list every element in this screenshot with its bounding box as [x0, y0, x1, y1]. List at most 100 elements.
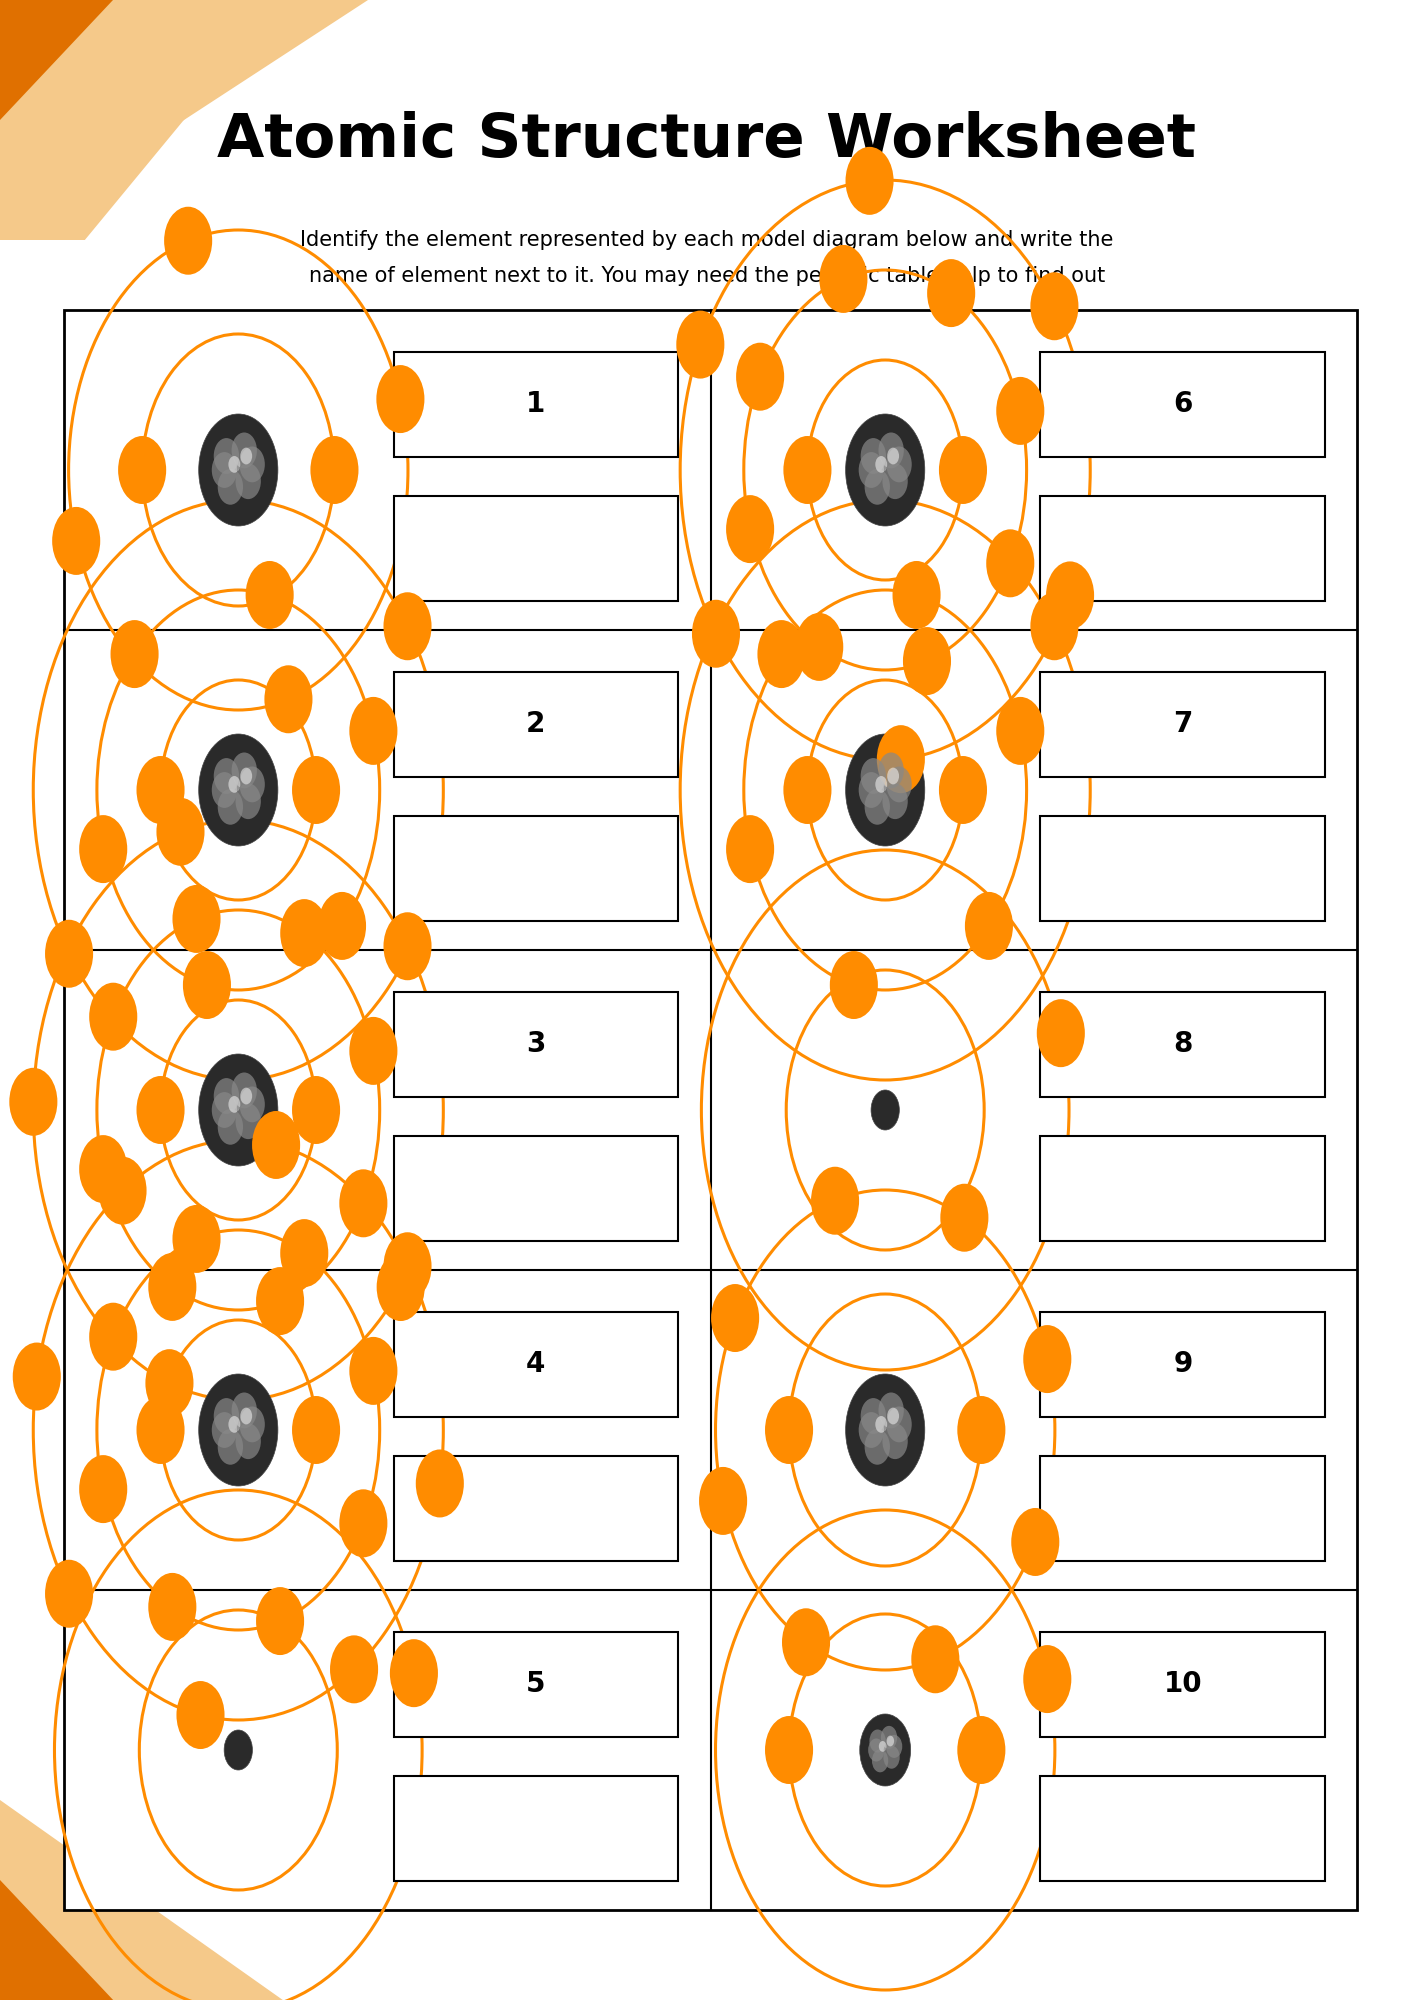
Circle shape — [349, 696, 397, 764]
Polygon shape — [0, 0, 113, 120]
Circle shape — [957, 1716, 1005, 1784]
Circle shape — [229, 1416, 240, 1432]
Circle shape — [339, 1170, 387, 1238]
Circle shape — [783, 756, 831, 824]
Circle shape — [765, 1396, 813, 1464]
Circle shape — [177, 1682, 225, 1750]
Circle shape — [218, 788, 243, 824]
Circle shape — [199, 1054, 279, 1166]
Circle shape — [904, 628, 952, 696]
Circle shape — [225, 1730, 253, 1770]
Circle shape — [870, 1730, 885, 1752]
Circle shape — [711, 1284, 759, 1352]
Circle shape — [887, 446, 912, 482]
Circle shape — [699, 1466, 747, 1534]
Circle shape — [1024, 1326, 1072, 1394]
Circle shape — [892, 560, 940, 628]
Circle shape — [882, 1424, 908, 1460]
Circle shape — [858, 772, 884, 808]
Text: name of element next to it. You may need the periodic table help to find out: name of element next to it. You may need… — [308, 266, 1106, 286]
Circle shape — [939, 436, 987, 504]
Circle shape — [986, 530, 1034, 598]
Bar — [1041, 496, 1325, 602]
Circle shape — [875, 776, 887, 792]
Circle shape — [45, 920, 93, 988]
Circle shape — [240, 448, 252, 464]
Circle shape — [99, 1156, 147, 1224]
Circle shape — [939, 756, 987, 824]
Circle shape — [691, 600, 740, 668]
Circle shape — [173, 884, 221, 952]
Circle shape — [881, 1726, 896, 1748]
Circle shape — [236, 1104, 260, 1140]
Circle shape — [89, 1302, 137, 1370]
Bar — [393, 1136, 679, 1242]
Circle shape — [997, 376, 1045, 444]
Circle shape — [957, 1396, 1005, 1464]
Bar — [1041, 992, 1325, 1098]
Circle shape — [725, 816, 773, 884]
Circle shape — [10, 1068, 58, 1136]
Circle shape — [861, 1398, 887, 1434]
Circle shape — [232, 1072, 257, 1108]
Circle shape — [232, 752, 257, 788]
Circle shape — [765, 1716, 813, 1784]
Bar — [393, 496, 679, 602]
Circle shape — [882, 464, 908, 500]
Circle shape — [240, 1408, 252, 1424]
Circle shape — [795, 612, 843, 680]
Circle shape — [416, 1450, 464, 1518]
Circle shape — [882, 784, 908, 820]
Circle shape — [218, 468, 243, 504]
Polygon shape — [0, 1880, 113, 2000]
Circle shape — [911, 1626, 959, 1694]
Bar — [1041, 1312, 1325, 1418]
Bar — [1041, 672, 1325, 778]
Circle shape — [79, 816, 127, 884]
Bar — [1041, 1136, 1325, 1242]
Circle shape — [240, 1088, 252, 1104]
Circle shape — [137, 756, 185, 824]
Circle shape — [875, 1416, 887, 1432]
Circle shape — [293, 1076, 341, 1144]
Circle shape — [819, 244, 867, 312]
Circle shape — [846, 1374, 925, 1486]
Circle shape — [329, 1636, 378, 1704]
Polygon shape — [0, 0, 368, 240]
Circle shape — [239, 1406, 264, 1442]
Circle shape — [229, 776, 240, 792]
Text: 7: 7 — [1174, 710, 1192, 738]
Circle shape — [858, 452, 884, 488]
Circle shape — [239, 1086, 264, 1122]
Circle shape — [383, 592, 431, 660]
Circle shape — [887, 1406, 912, 1442]
Circle shape — [264, 666, 312, 734]
Circle shape — [293, 1396, 341, 1464]
Circle shape — [182, 952, 230, 1020]
Circle shape — [846, 414, 925, 526]
Circle shape — [928, 260, 976, 328]
Circle shape — [236, 784, 260, 820]
Circle shape — [1024, 1646, 1072, 1714]
Circle shape — [864, 468, 889, 504]
Circle shape — [864, 1428, 889, 1464]
Circle shape — [812, 1166, 860, 1234]
Circle shape — [164, 206, 212, 274]
Circle shape — [229, 1096, 240, 1112]
Circle shape — [212, 1092, 238, 1128]
Circle shape — [1011, 1508, 1059, 1576]
Circle shape — [218, 1108, 243, 1144]
Text: 8: 8 — [1174, 1030, 1192, 1058]
Circle shape — [887, 448, 899, 464]
Circle shape — [1031, 592, 1079, 660]
Circle shape — [214, 438, 239, 474]
Text: 6: 6 — [1174, 390, 1192, 418]
Bar — [393, 352, 679, 458]
Circle shape — [212, 1412, 238, 1448]
Bar — [393, 1456, 679, 1562]
Circle shape — [256, 1588, 304, 1656]
Circle shape — [878, 1392, 904, 1428]
Circle shape — [229, 456, 240, 472]
Circle shape — [725, 496, 773, 564]
Text: 3: 3 — [526, 1030, 546, 1058]
